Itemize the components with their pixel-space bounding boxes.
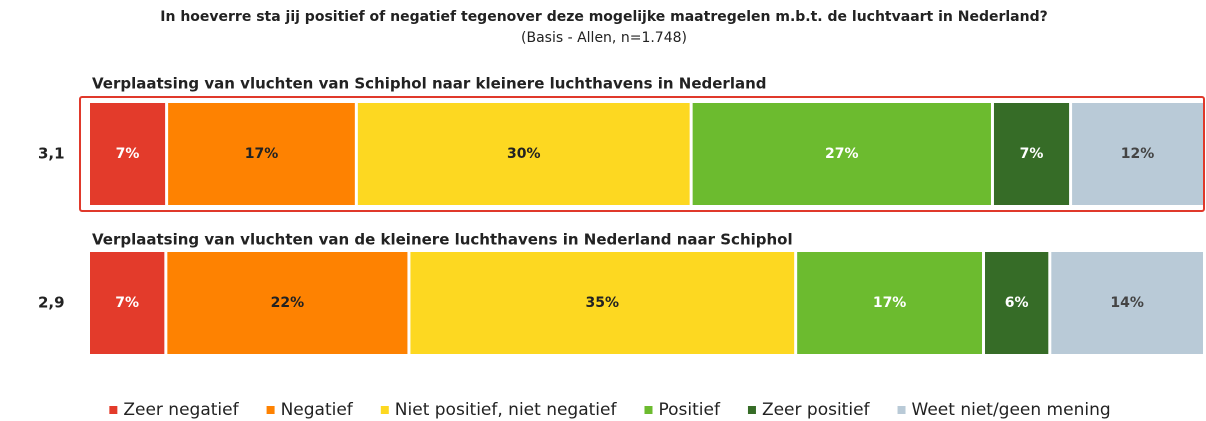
- legend-label: Zeer negatief: [123, 400, 239, 420]
- value-label: 12%: [1121, 146, 1155, 162]
- bar-segment: [410, 252, 795, 354]
- bar-title: Verplaatsing van vluchten van de kleiner…: [92, 231, 793, 249]
- bar-segment: [357, 103, 690, 205]
- legend-swatch: [109, 406, 118, 414]
- legend-label: Weet niet/geen mening: [912, 400, 1111, 420]
- highlight-box: [79, 96, 1205, 212]
- value-label: 17%: [873, 295, 907, 311]
- score-label: 3,1: [38, 145, 65, 163]
- legend-swatch: [747, 406, 756, 414]
- bar-segment: [797, 252, 983, 354]
- score-label: 2,9: [38, 294, 65, 312]
- value-label: 6%: [1005, 295, 1029, 311]
- legend-label: Negatief: [281, 400, 354, 420]
- value-label: 7%: [1020, 146, 1044, 162]
- value-label: 7%: [115, 295, 139, 311]
- bar-segment: [1072, 103, 1203, 205]
- value-label: 14%: [1110, 295, 1144, 311]
- bar-segment: [90, 103, 166, 205]
- value-label: 22%: [271, 295, 305, 311]
- chart-subtitle: (Basis - Allen, n=1.748): [521, 30, 687, 46]
- value-label: 7%: [116, 146, 140, 162]
- bar-segment: [168, 103, 355, 205]
- bar-segment: [167, 252, 408, 354]
- bar-segment: [90, 252, 165, 354]
- bar-segment: [993, 103, 1070, 205]
- value-label: 27%: [825, 146, 859, 162]
- bar-segment: [692, 103, 991, 205]
- legend-swatch: [380, 406, 389, 414]
- legend-swatch: [644, 406, 653, 414]
- bar-segment: [985, 252, 1049, 354]
- bar-segment: [1051, 252, 1203, 354]
- value-label: 35%: [586, 295, 620, 311]
- legend-swatch: [897, 406, 906, 414]
- legend-label: Positief: [658, 400, 720, 420]
- chart-title: In hoeverre sta jij positief of negatief…: [160, 9, 1047, 25]
- bar-title: Verplaatsing van vluchten van Schiphol n…: [92, 75, 767, 93]
- value-label: 30%: [507, 146, 541, 162]
- legend-label: Niet positief, niet negatief: [395, 400, 618, 420]
- value-label: 17%: [245, 146, 279, 162]
- legend-swatch: [266, 406, 275, 414]
- legend-label: Zeer positief: [762, 400, 871, 420]
